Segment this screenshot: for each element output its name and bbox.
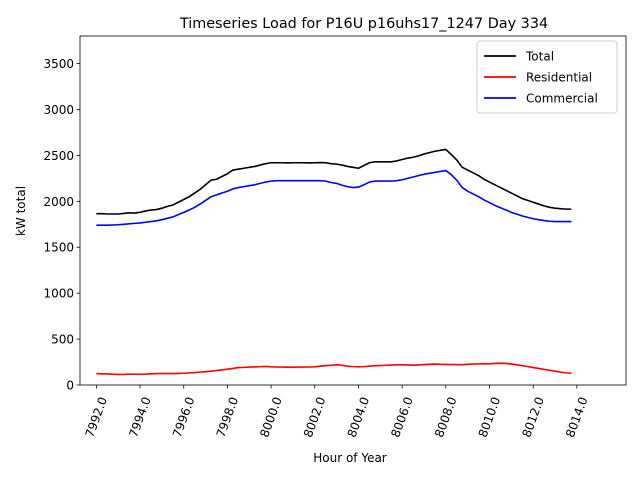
legend-label-commercial: Commercial xyxy=(526,92,598,106)
y-tick-label: 3500 xyxy=(43,57,74,71)
plot-frame xyxy=(79,35,627,386)
legend: Total Residential Commercial xyxy=(476,40,618,114)
x-tick-label: 8000.0 xyxy=(257,395,285,439)
x-tick-label: 8004.0 xyxy=(345,395,373,439)
y-tick-label: 2000 xyxy=(43,195,74,209)
y-axis-label: kW total xyxy=(14,186,28,236)
x-tick-label: 7992.0 xyxy=(83,395,111,439)
x-tick-label: 8010.0 xyxy=(476,395,504,439)
series-line-residential xyxy=(96,362,572,376)
x-tick-label: 7996.0 xyxy=(170,395,198,439)
axis-ticks: 0 500 1000 1500 2000 2500 3000 3500 7992.0 7994.0… xyxy=(43,57,590,439)
x-tick-label: 8014.0 xyxy=(563,395,591,439)
y-tick-label: 3000 xyxy=(43,103,74,117)
x-axis-label: Hour of Year xyxy=(313,451,387,465)
x-tick-label: 7994.0 xyxy=(126,395,154,439)
y-tick-label: 1000 xyxy=(43,287,74,301)
series-line-commercial xyxy=(96,169,572,226)
legend-label-total: Total xyxy=(525,50,554,64)
legend-box xyxy=(476,40,618,114)
x-tick-label: 7998.0 xyxy=(214,395,242,439)
x-tick-label: 8002.0 xyxy=(301,395,329,439)
legend-items: Total Residential Commercial xyxy=(484,50,598,106)
series-layer xyxy=(96,148,572,376)
legend-label-residential: Residential xyxy=(526,71,592,85)
y-tick-label: 1500 xyxy=(43,241,74,255)
y-tick-label: 500 xyxy=(51,333,74,347)
x-tick-label: 8012.0 xyxy=(519,395,547,439)
x-tick-label: 8008.0 xyxy=(432,395,460,439)
y-tick-label: 2500 xyxy=(43,149,74,163)
chart-title: Timeseries Load for P16U p16uhs17_1247 D… xyxy=(179,16,548,32)
x-tick-label: 8006.0 xyxy=(388,395,416,439)
y-tick-label: 0 xyxy=(66,379,74,393)
series-line-total xyxy=(96,148,572,215)
